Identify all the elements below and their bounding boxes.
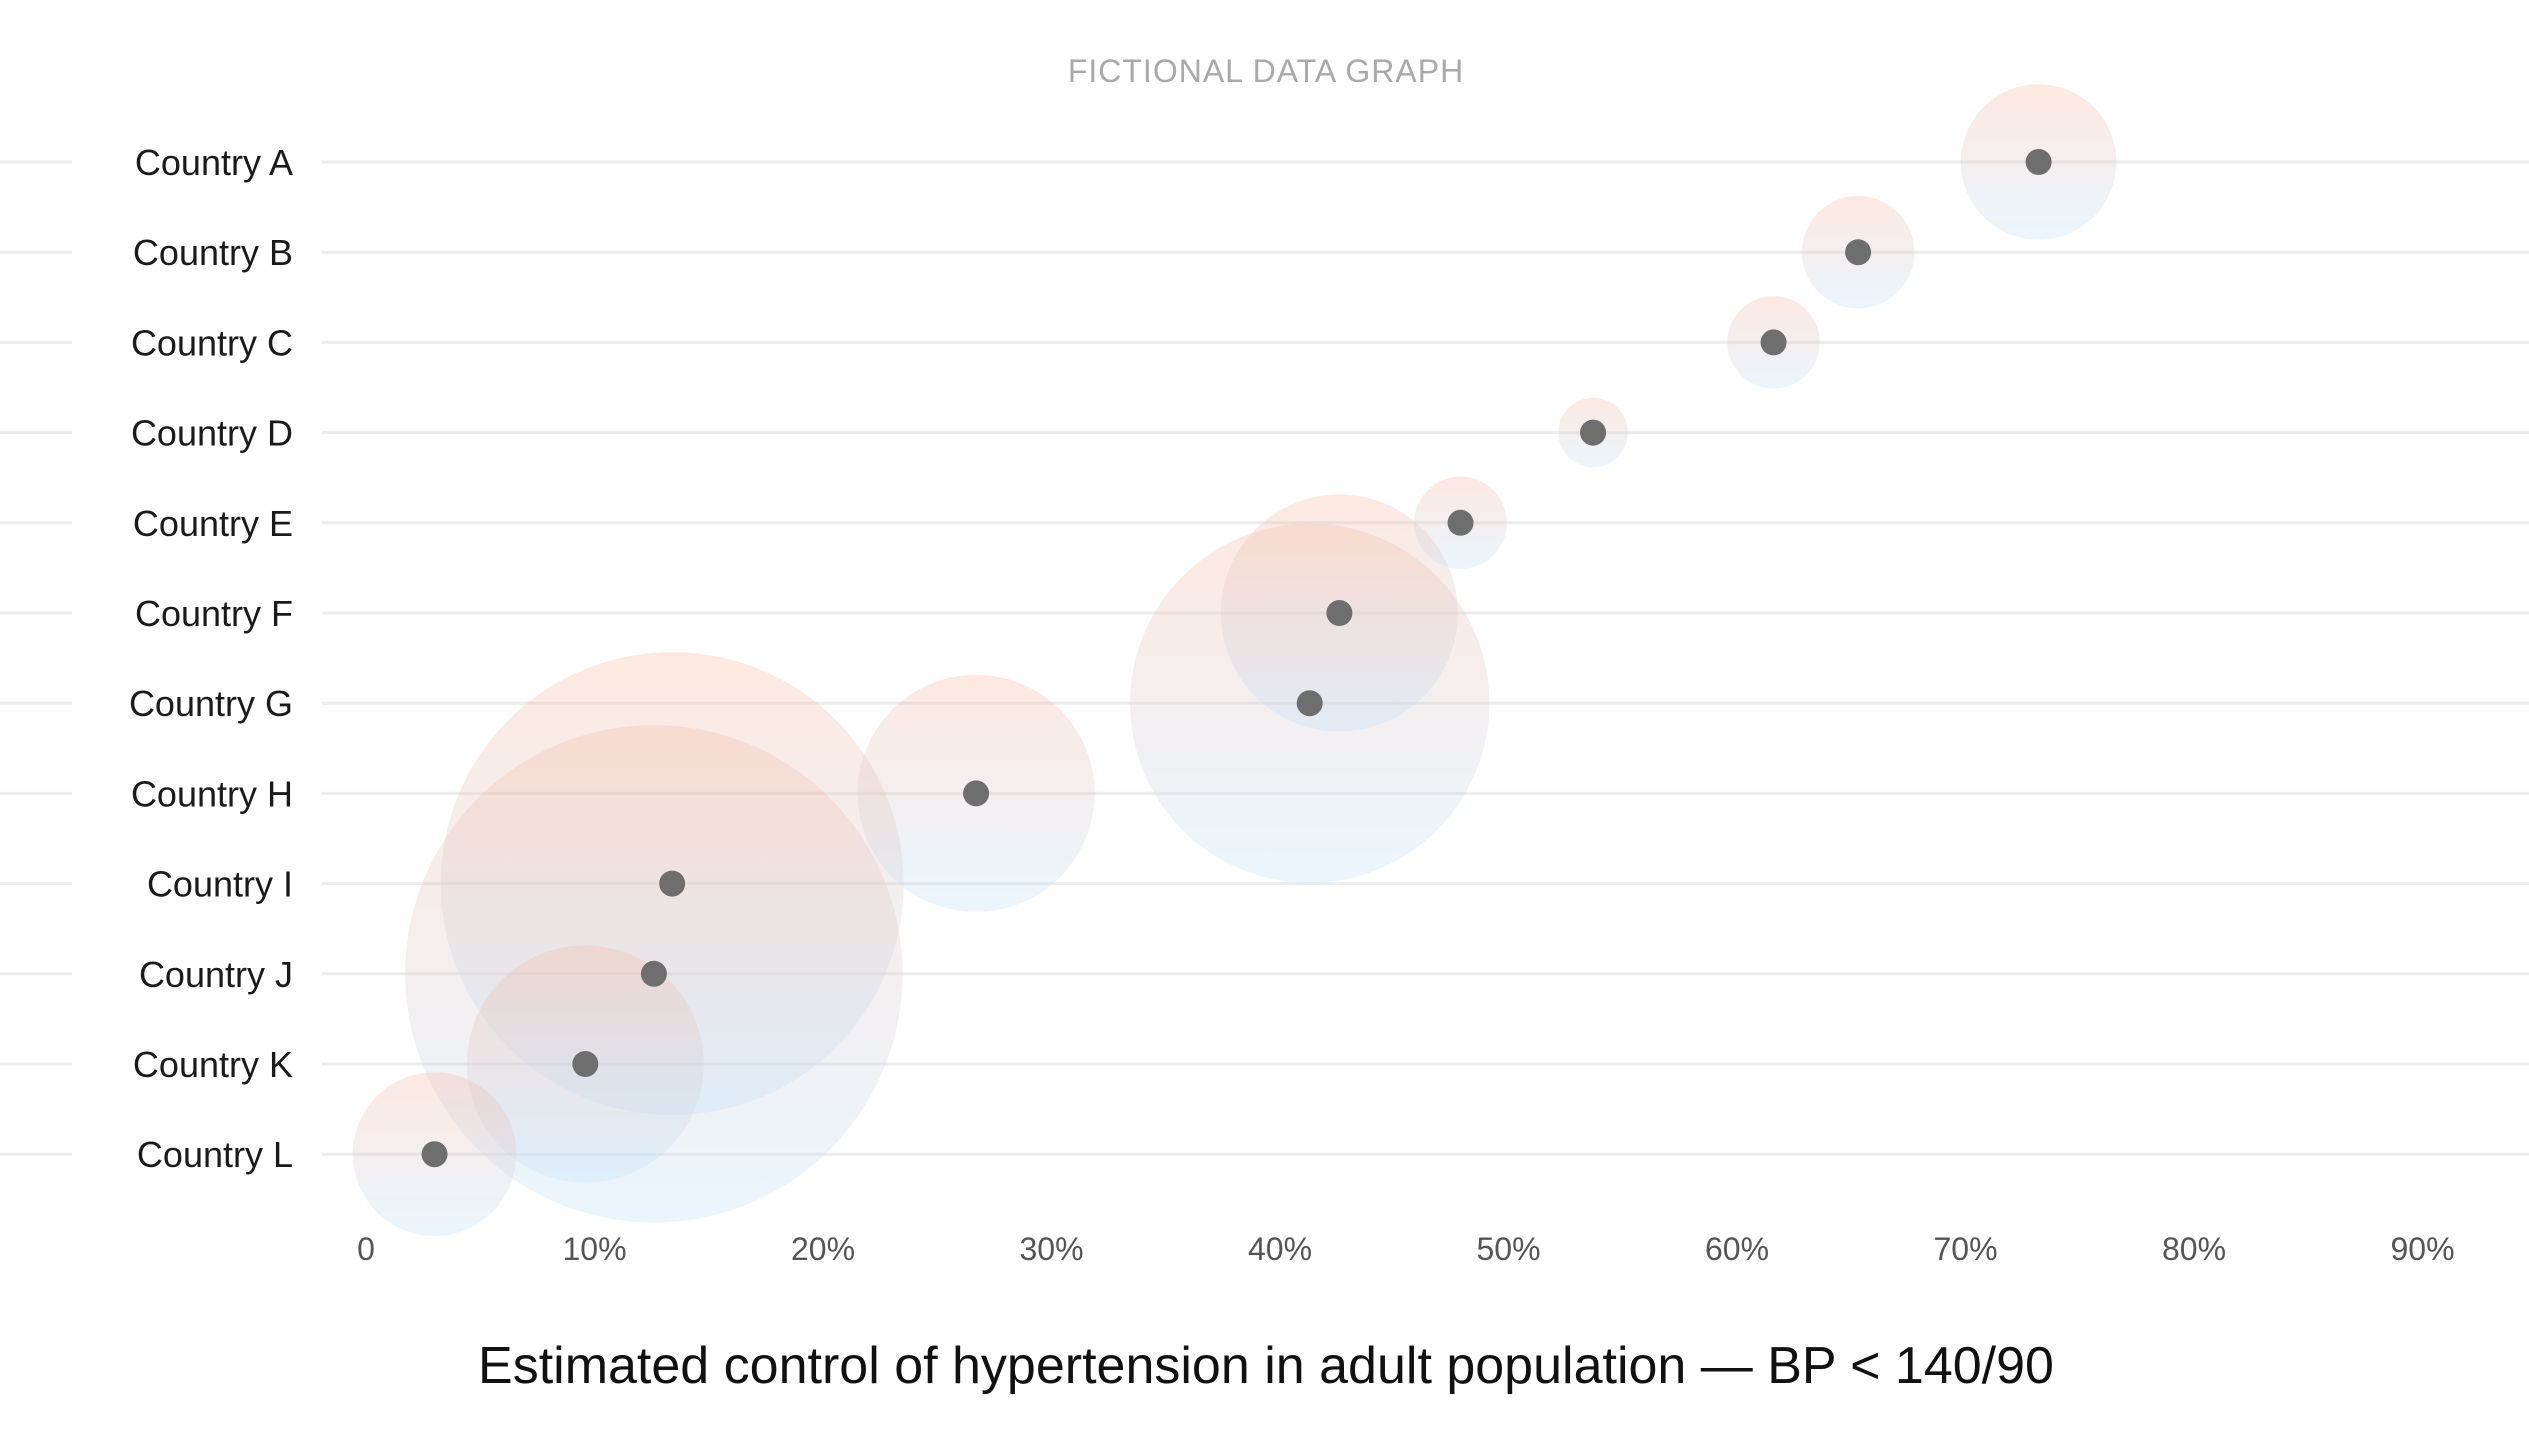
graph-title: FICTIONAL DATA GRAPH (1068, 53, 1464, 89)
x-tick-label: 30% (1019, 1231, 1083, 1267)
data-point (1760, 329, 1787, 356)
data-point (640, 960, 667, 987)
x-tick-label: 60% (1705, 1231, 1769, 1267)
data-point (963, 780, 990, 807)
data-point (1447, 509, 1474, 536)
x-tick-label: 20% (791, 1231, 855, 1267)
row-label: Country D (131, 413, 293, 454)
row-label: Country L (137, 1134, 293, 1175)
data-point (2025, 149, 2052, 175)
dot-layer (421, 149, 2052, 1168)
row-label: Country G (129, 683, 293, 724)
row-labels: Country A Country B Country C Country D Coun… (129, 142, 293, 1175)
row-label: Country A (135, 142, 293, 183)
row-label: Country B (133, 232, 293, 273)
x-tick-label: 10% (562, 1231, 626, 1267)
row-label: Country K (133, 1044, 293, 1085)
data-point (1845, 239, 1872, 266)
x-tick-label: 0 (357, 1231, 375, 1267)
x-tick-label: 70% (1933, 1231, 1997, 1267)
row-label: Country H (131, 773, 293, 814)
row-label: Country J (139, 954, 293, 995)
x-axis-caption: Estimated control of hypertension in adu… (478, 1337, 2054, 1395)
x-tick-label: 50% (1476, 1231, 1540, 1267)
row-label: Country I (147, 864, 293, 905)
row-label: Country E (133, 503, 293, 544)
data-point (1326, 600, 1353, 626)
row-label: Country F (135, 593, 293, 634)
data-point (572, 1051, 599, 1077)
x-axis-ticks: 0 10% 20% 30% 40% 50% 60% 70% 80% 90% (357, 1231, 2454, 1267)
data-point (1296, 690, 1323, 717)
data-point (659, 870, 686, 897)
x-tick-label: 90% (2390, 1231, 2454, 1267)
x-tick-label: 80% (2162, 1231, 2226, 1267)
row-label: Country C (131, 322, 293, 363)
data-point (1580, 419, 1607, 446)
data-point (421, 1141, 448, 1168)
x-tick-label: 40% (1248, 1231, 1312, 1267)
